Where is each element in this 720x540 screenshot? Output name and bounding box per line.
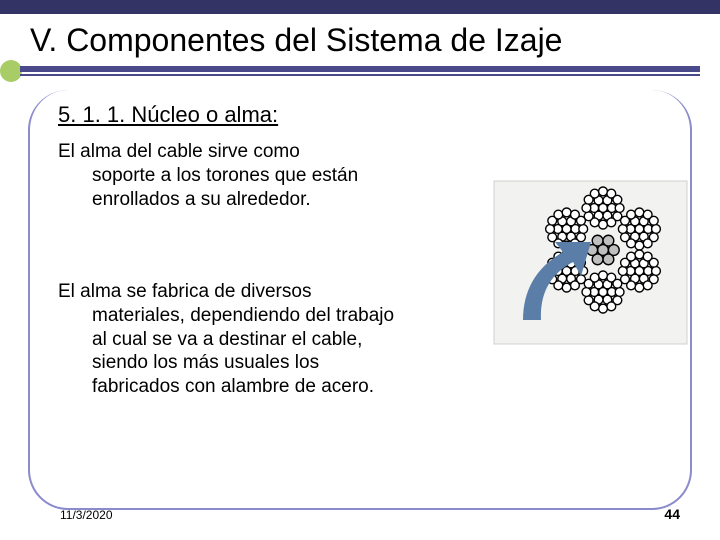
accent-dot [0, 60, 22, 82]
title-underline-thin [20, 74, 700, 76]
section-subheading: 5. 1. 1. Núcleo o alma: [58, 102, 278, 128]
paragraph-1-body: soporte a los torones que están enrollad… [58, 164, 368, 212]
header-bar [0, 0, 720, 14]
paragraph-2: El alma se fabrica de diversos materiale… [58, 280, 398, 399]
slide-title: V. Componentes del Sistema de Izaje [30, 22, 562, 59]
paragraph-2-first-line: El alma se fabrica de diversos [58, 281, 311, 302]
footer-date: 11/3/2020 [60, 508, 113, 522]
title-underline [20, 66, 700, 72]
wire-rope-diagram [493, 180, 688, 345]
paragraph-1-first-line: El alma del cable sirve como [58, 141, 300, 162]
paragraph-2-body: materiales, dependiendo del trabajo al c… [58, 304, 398, 399]
paragraph-1: El alma del cable sirve como soporte a l… [58, 140, 368, 211]
footer-page-number: 44 [664, 506, 680, 522]
